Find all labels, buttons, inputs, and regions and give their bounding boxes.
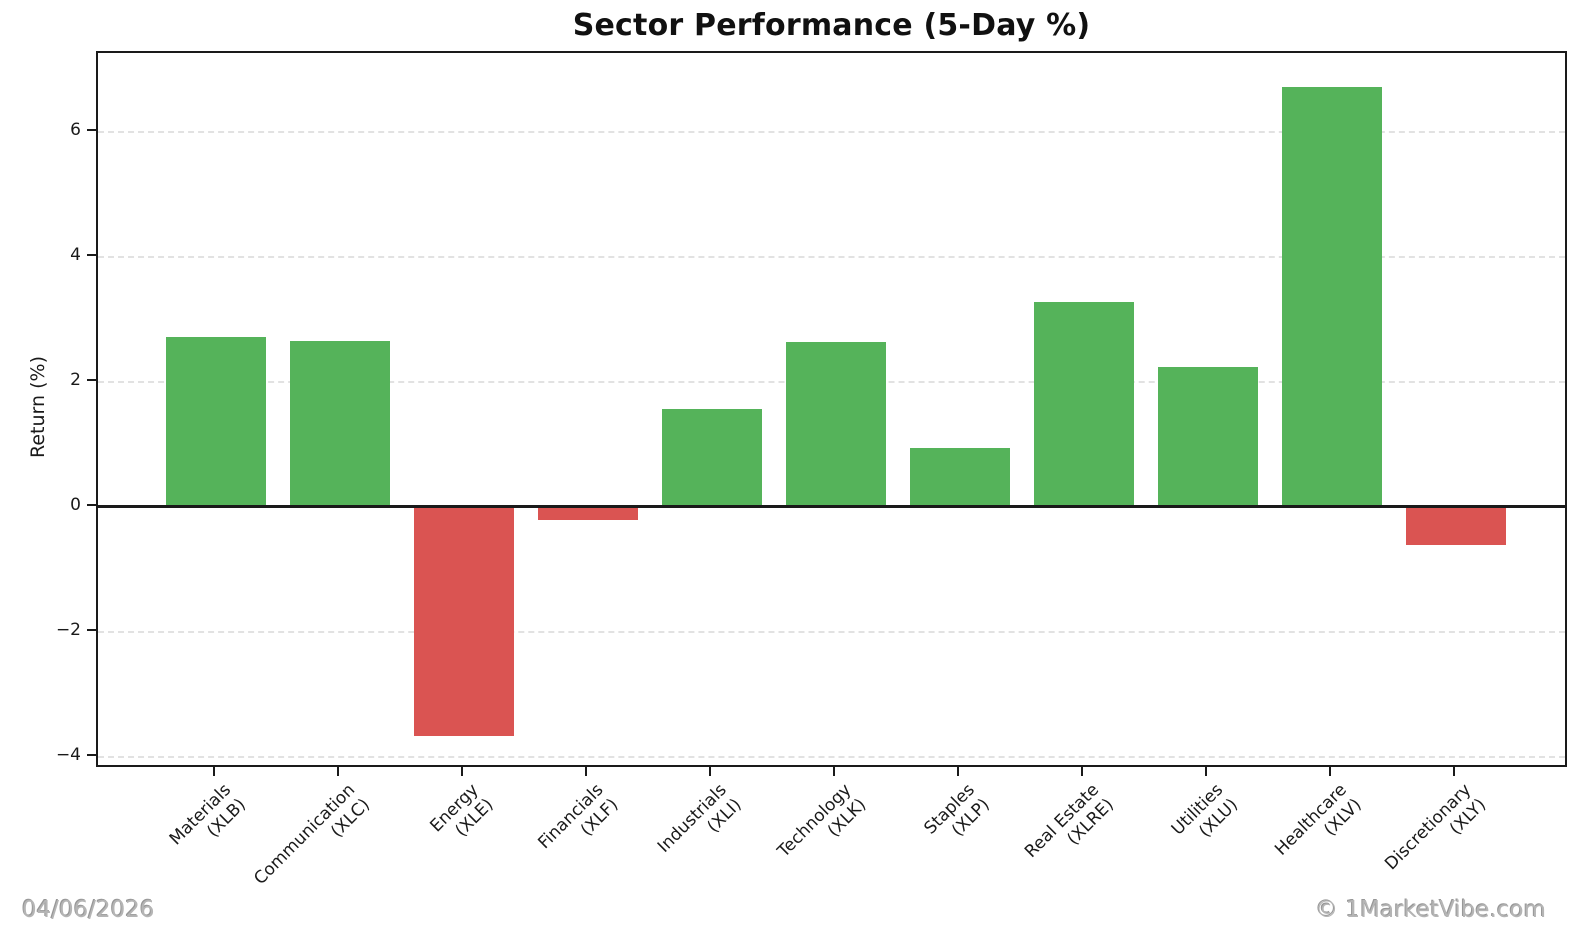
x-tick-label-technology: Technology (XLK) [773, 780, 870, 862]
y-tick--4 [87, 753, 96, 756]
bar-staples-xlp [910, 448, 1010, 507]
y-tick-4 [87, 253, 96, 256]
x-tick-industrials [709, 767, 711, 776]
x-tick-label-utilities: Utilities (XLU) [1167, 780, 1242, 842]
bar-discretionary-xly [1406, 506, 1506, 545]
bar-industrials-xli [662, 409, 762, 507]
x-tick-label-financials: Financials (XLF) [534, 780, 622, 854]
bar-financials-xlf [538, 506, 638, 521]
y-tick-2 [87, 378, 96, 381]
x-tick-technology [833, 767, 835, 776]
x-tick-staples [957, 767, 959, 776]
y-tick-0 [87, 503, 96, 506]
x-tick-label-materials: Materials (XLB) [165, 780, 250, 850]
bar-utilities-xlu [1158, 367, 1258, 507]
bar-healthcare-xlv [1282, 86, 1382, 507]
gridline-y4 [98, 255, 1565, 258]
x-tick-label-communication: Communication (XLC) [250, 780, 374, 889]
bar-communication-xlc [290, 341, 390, 507]
x-tick-utilities [1205, 767, 1207, 776]
gridline-y-2 [98, 630, 1565, 633]
x-tick-healthcare [1329, 767, 1331, 776]
bar-energy-xle [414, 506, 514, 736]
x-tick-label-industrials: Industrials (XLI) [654, 780, 746, 857]
y-axis-label: Return (%) [27, 356, 49, 458]
y-tick-label--4: −4 [55, 744, 81, 765]
date-watermark: 04/06/2026 [22, 897, 155, 923]
bar-real-estate-xlre [1034, 302, 1134, 507]
plot-area [96, 51, 1567, 767]
x-tick-energy [461, 767, 463, 776]
gridline-y6 [98, 130, 1565, 133]
gridline-y-4 [98, 755, 1565, 758]
y-tick-label-0: 0 [70, 494, 81, 515]
x-tick-discretionary [1453, 767, 1455, 776]
x-tick-financials [585, 767, 587, 776]
x-tick-real-estate [1081, 767, 1083, 776]
x-tick-label-staples: Staples (XLP) [920, 780, 994, 841]
chart-title: Sector Performance (5-Day %) [572, 8, 1091, 43]
x-tick-materials [213, 767, 215, 776]
y-tick-label-6: 6 [70, 119, 81, 140]
x-tick-communication [337, 767, 339, 776]
x-tick-label-energy: Energy (XLE) [426, 780, 498, 841]
y-tick--2 [87, 628, 96, 631]
x-tick-label-real-estate: Real Estate (XLRE) [1021, 780, 1118, 862]
y-tick-6 [87, 128, 96, 131]
site-watermark: © 1MarketVibe.com [1315, 897, 1546, 923]
x-tick-label-discretionary: Discretionary (XLY) [1381, 780, 1490, 875]
x-tick-label-healthcare: Healthcare (XLV) [1271, 780, 1366, 860]
bar-materials-xlb [166, 337, 266, 507]
y-tick-label-2: 2 [70, 369, 81, 390]
zero-line [98, 505, 1565, 509]
bar-technology-xlk [786, 342, 886, 507]
y-tick-label--2: −2 [55, 619, 81, 640]
y-tick-label-4: 4 [70, 244, 81, 265]
